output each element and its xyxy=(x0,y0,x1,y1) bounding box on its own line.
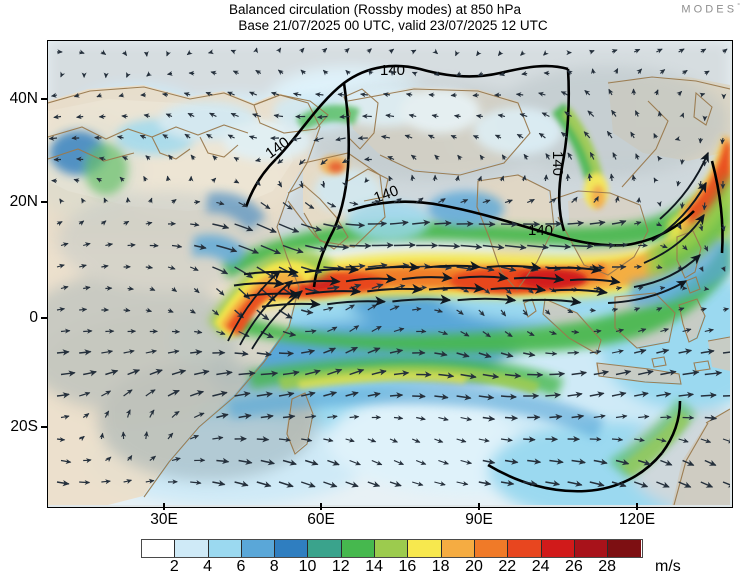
colorbar-segment-0 xyxy=(142,540,175,557)
y-axis-label-0: 0 xyxy=(0,309,38,327)
x-tick-90e xyxy=(478,503,480,510)
y-axis-label-40n: 40N xyxy=(0,90,38,108)
colorbar-segment-14 xyxy=(608,540,641,557)
y-axis-label-20n: 20N xyxy=(0,193,38,211)
colorbar-segment-9 xyxy=(442,540,475,557)
y-tick-40n xyxy=(41,98,48,100)
colorbar-segment-6 xyxy=(342,540,375,557)
colorbar-segment-3 xyxy=(242,540,275,557)
colorbar-segment-2 xyxy=(209,540,242,557)
colorbar-unit-label: m/s xyxy=(655,558,681,576)
x-tick-30e xyxy=(163,503,165,510)
x-tick-120e xyxy=(636,503,638,510)
x-axis-label-30e: 30E xyxy=(134,511,194,529)
x-axis-label-90e: 90E xyxy=(449,511,509,529)
colorbar-segment-11 xyxy=(508,540,541,557)
y-tick-20n xyxy=(41,201,48,203)
colorbar-segment-12 xyxy=(542,540,575,557)
y-tick-0 xyxy=(41,317,48,319)
colorbar-segment-1 xyxy=(175,540,208,557)
colorbar xyxy=(141,539,643,558)
x-axis-label-120e: 120E xyxy=(607,511,667,529)
colorbar-segment-5 xyxy=(308,540,341,557)
colorbar-segment-4 xyxy=(275,540,308,557)
colorbar-segment-7 xyxy=(375,540,408,557)
y-axis-label-20s: 20S xyxy=(0,418,38,436)
x-axis-label-60e: 60E xyxy=(291,511,351,529)
colorbar-tick-28: 28 xyxy=(587,558,627,576)
colorbar-segment-8 xyxy=(408,540,441,557)
y-tick-20s xyxy=(41,426,48,428)
colorbar-segment-13 xyxy=(575,540,608,557)
x-tick-60e xyxy=(320,503,322,510)
colorbar-segment-10 xyxy=(475,540,508,557)
